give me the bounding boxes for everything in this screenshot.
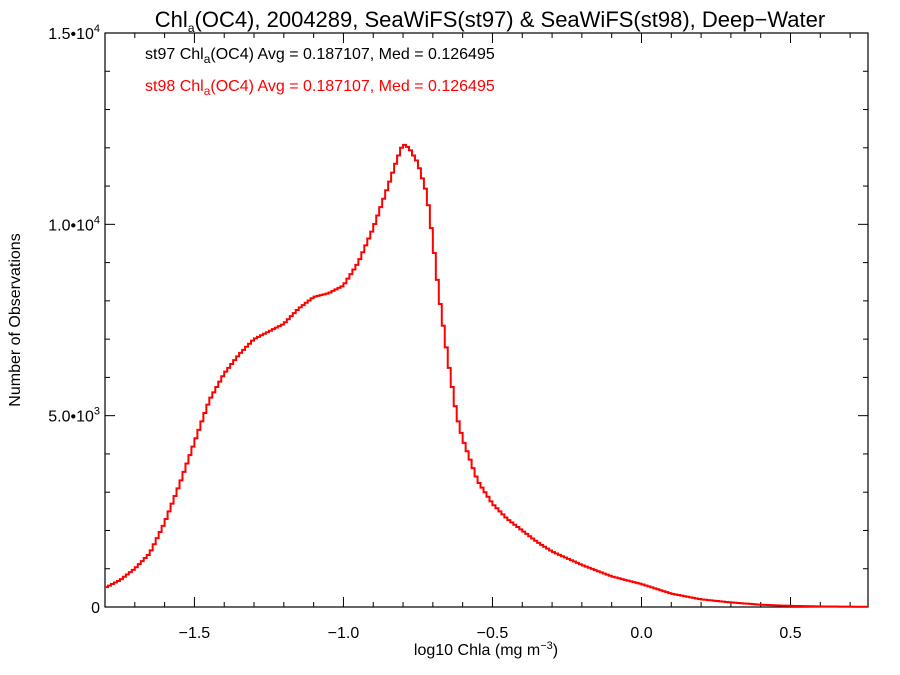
y-tick-label: 1.5•104: [48, 23, 100, 43]
legend-entry-st98: st98 Chla(OC4) Avg = 0.187107, Med = 0.1…: [145, 78, 495, 98]
x-tick-label: −1.0: [328, 625, 360, 642]
x-axis-label: log10 Chla (mg m−3): [414, 640, 558, 659]
y-axis-label: Number of Observations: [7, 233, 24, 406]
legend-entry-st97: st97 Chla(OC4) Avg = 0.187107, Med = 0.1…: [145, 46, 495, 66]
x-axis: −1.5 −1.0 −0.5 0.0 0.5: [104, 33, 851, 642]
series-layer: [105, 143, 868, 608]
plot-frame: [104, 32, 869, 608]
x-tick-label: −0.5: [477, 625, 509, 642]
chart-title: Chla(OC4), 2004289, SeaWiFS(st97) & SeaW…: [155, 7, 825, 35]
y-axis: 0 5.0•103 1.0•104 1.5•104: [48, 23, 868, 617]
x-tick-label: 0.5: [779, 625, 801, 642]
y-tick-label: 1.0•104: [48, 214, 100, 234]
legend: st97 Chla(OC4) Avg = 0.187107, Med = 0.1…: [145, 46, 495, 98]
x-tick-label: −1.5: [179, 625, 211, 642]
y-tick-label: 5.0•103: [48, 406, 100, 426]
series-line-0: [105, 143, 868, 608]
x-tick-label: 0.0: [630, 625, 652, 642]
y-tick-label: 0: [91, 600, 100, 617]
